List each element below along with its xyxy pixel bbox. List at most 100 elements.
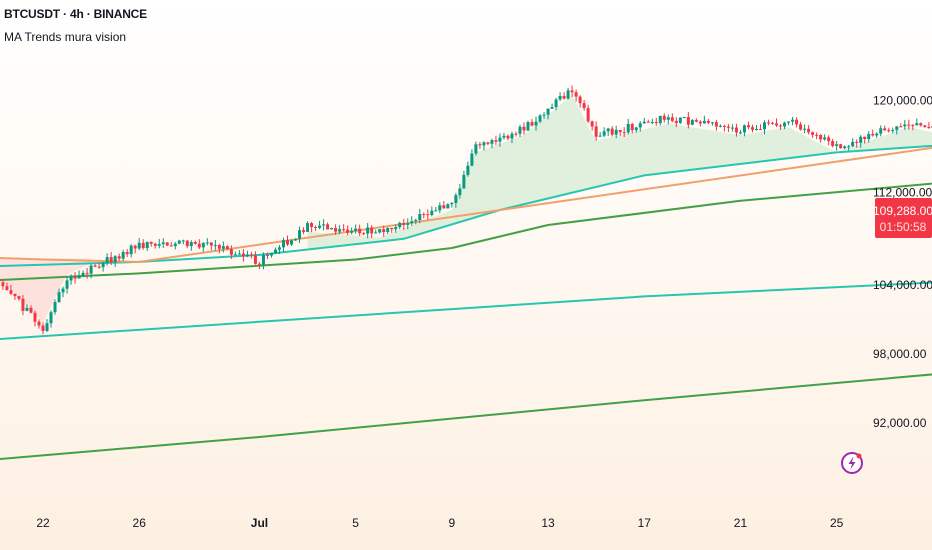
candle-body-49 bbox=[141, 242, 145, 249]
candle-body-110 bbox=[386, 227, 390, 233]
candle-body-99 bbox=[342, 229, 346, 231]
candle-body-60 bbox=[185, 240, 189, 247]
candle-body-70 bbox=[225, 246, 229, 249]
candle-body-231 bbox=[871, 133, 875, 136]
candle-body-207 bbox=[775, 123, 779, 126]
candle-body-173 bbox=[638, 123, 642, 128]
candle-body-20 bbox=[25, 307, 29, 311]
candle-body-117 bbox=[414, 220, 418, 222]
time-tick-0: 22 bbox=[36, 516, 50, 530]
candle-body-96 bbox=[330, 227, 334, 230]
candle-body-224 bbox=[843, 146, 847, 149]
candle-body-243 bbox=[919, 123, 923, 126]
candle-body-116 bbox=[410, 221, 414, 224]
candle-body-54 bbox=[161, 242, 165, 245]
candle-body-15 bbox=[5, 286, 9, 291]
candle-body-143 bbox=[518, 126, 522, 134]
candle-body-145 bbox=[526, 122, 530, 131]
candle-body-188 bbox=[698, 121, 702, 124]
candle-body-223 bbox=[839, 144, 843, 149]
candle-body-123 bbox=[438, 205, 442, 211]
candle-body-121 bbox=[430, 210, 434, 216]
candle-body-24 bbox=[41, 325, 45, 331]
candle-body-27 bbox=[53, 302, 57, 313]
candle-body-66 bbox=[209, 242, 213, 246]
candle-body-56 bbox=[169, 245, 173, 247]
candle-body-157 bbox=[574, 92, 578, 97]
candle-body-83 bbox=[277, 247, 281, 250]
candle-body-38 bbox=[97, 266, 101, 268]
candle-body-97 bbox=[334, 227, 338, 232]
candle-body-45 bbox=[125, 252, 129, 255]
lightning-bolt-icon[interactable] bbox=[841, 452, 863, 474]
candle-body-35 bbox=[85, 272, 89, 274]
candle-body-211 bbox=[791, 119, 795, 122]
candle-body-85 bbox=[286, 240, 290, 245]
candle-body-245 bbox=[927, 127, 931, 129]
candle-body-86 bbox=[290, 240, 294, 245]
ma-line-3 bbox=[0, 144, 932, 268]
candle-body-62 bbox=[193, 242, 197, 244]
candle-body-100 bbox=[346, 229, 350, 233]
candle-body-33 bbox=[77, 275, 81, 279]
candle-body-155 bbox=[566, 90, 570, 99]
candle-body-236 bbox=[891, 130, 895, 132]
candle-body-37 bbox=[93, 265, 97, 267]
ma-line-2 bbox=[0, 182, 932, 282]
price-tick-0: 120,000.00 bbox=[873, 94, 932, 108]
candle-body-61 bbox=[189, 242, 193, 247]
candle-body-32 bbox=[73, 276, 77, 279]
candle-body-212 bbox=[795, 119, 799, 125]
ma-line-0 bbox=[0, 281, 932, 340]
candle-body-238 bbox=[899, 126, 903, 128]
candle-body-203 bbox=[758, 129, 762, 131]
symbol-title[interactable]: BTCUSDT · 4h · BINANCE bbox=[4, 7, 147, 21]
candle-body-229 bbox=[863, 136, 867, 140]
candle-body-57 bbox=[173, 243, 177, 247]
candle-body-160 bbox=[586, 108, 590, 122]
candle-body-50 bbox=[145, 241, 149, 249]
candle-body-189 bbox=[702, 120, 706, 124]
candle-body-134 bbox=[482, 142, 486, 146]
candle-body-44 bbox=[121, 252, 125, 259]
candle-body-130 bbox=[466, 165, 470, 175]
candle-body-206 bbox=[771, 122, 775, 124]
candle-body-71 bbox=[229, 248, 233, 255]
candle-body-244 bbox=[923, 125, 927, 128]
candle-body-98 bbox=[338, 229, 342, 232]
candle-body-191 bbox=[710, 122, 714, 124]
candle-body-105 bbox=[366, 227, 370, 234]
time-tick-1: 26 bbox=[133, 516, 147, 530]
time-tick-7: 21 bbox=[734, 516, 748, 530]
candle-body-205 bbox=[767, 122, 771, 124]
candle-body-151 bbox=[550, 107, 554, 109]
last-price-badge: 109,288.00 01:50:58 bbox=[873, 198, 932, 238]
candle-body-129 bbox=[462, 174, 466, 189]
candle-body-81 bbox=[269, 253, 273, 256]
candle-body-201 bbox=[750, 127, 754, 130]
candle-body-148 bbox=[538, 115, 542, 122]
candle-body-172 bbox=[634, 127, 638, 131]
price-axis[interactable]: 120,000.00 112,000.00 104,000.00 98,000.00 9… bbox=[873, 94, 932, 431]
candle-body-193 bbox=[718, 125, 722, 127]
candle-body-214 bbox=[803, 128, 807, 130]
candle-body-159 bbox=[582, 103, 586, 109]
time-axis[interactable]: 2226Jul5913172125Aug5913172125Sep bbox=[36, 516, 932, 530]
candle-body-67 bbox=[213, 245, 217, 247]
indicator-title[interactable]: MA Trends mura vision bbox=[4, 30, 127, 44]
candle-body-167 bbox=[614, 129, 618, 135]
candle-body-102 bbox=[354, 228, 358, 232]
candle-body-218 bbox=[819, 135, 823, 140]
ma-line-5 bbox=[0, 146, 932, 263]
candle-body-124 bbox=[442, 205, 446, 209]
time-tick-3: 5 bbox=[352, 516, 359, 530]
candle-body-199 bbox=[742, 125, 746, 133]
price-tick-4: 92,000.00 bbox=[873, 416, 927, 430]
candle-body-178 bbox=[658, 115, 662, 124]
candle-body-240 bbox=[907, 124, 911, 126]
candle-body-72 bbox=[233, 254, 237, 256]
candle-body-64 bbox=[201, 242, 205, 248]
candle-body-132 bbox=[474, 144, 478, 154]
ma-ribbon-fill bbox=[0, 94, 932, 323]
